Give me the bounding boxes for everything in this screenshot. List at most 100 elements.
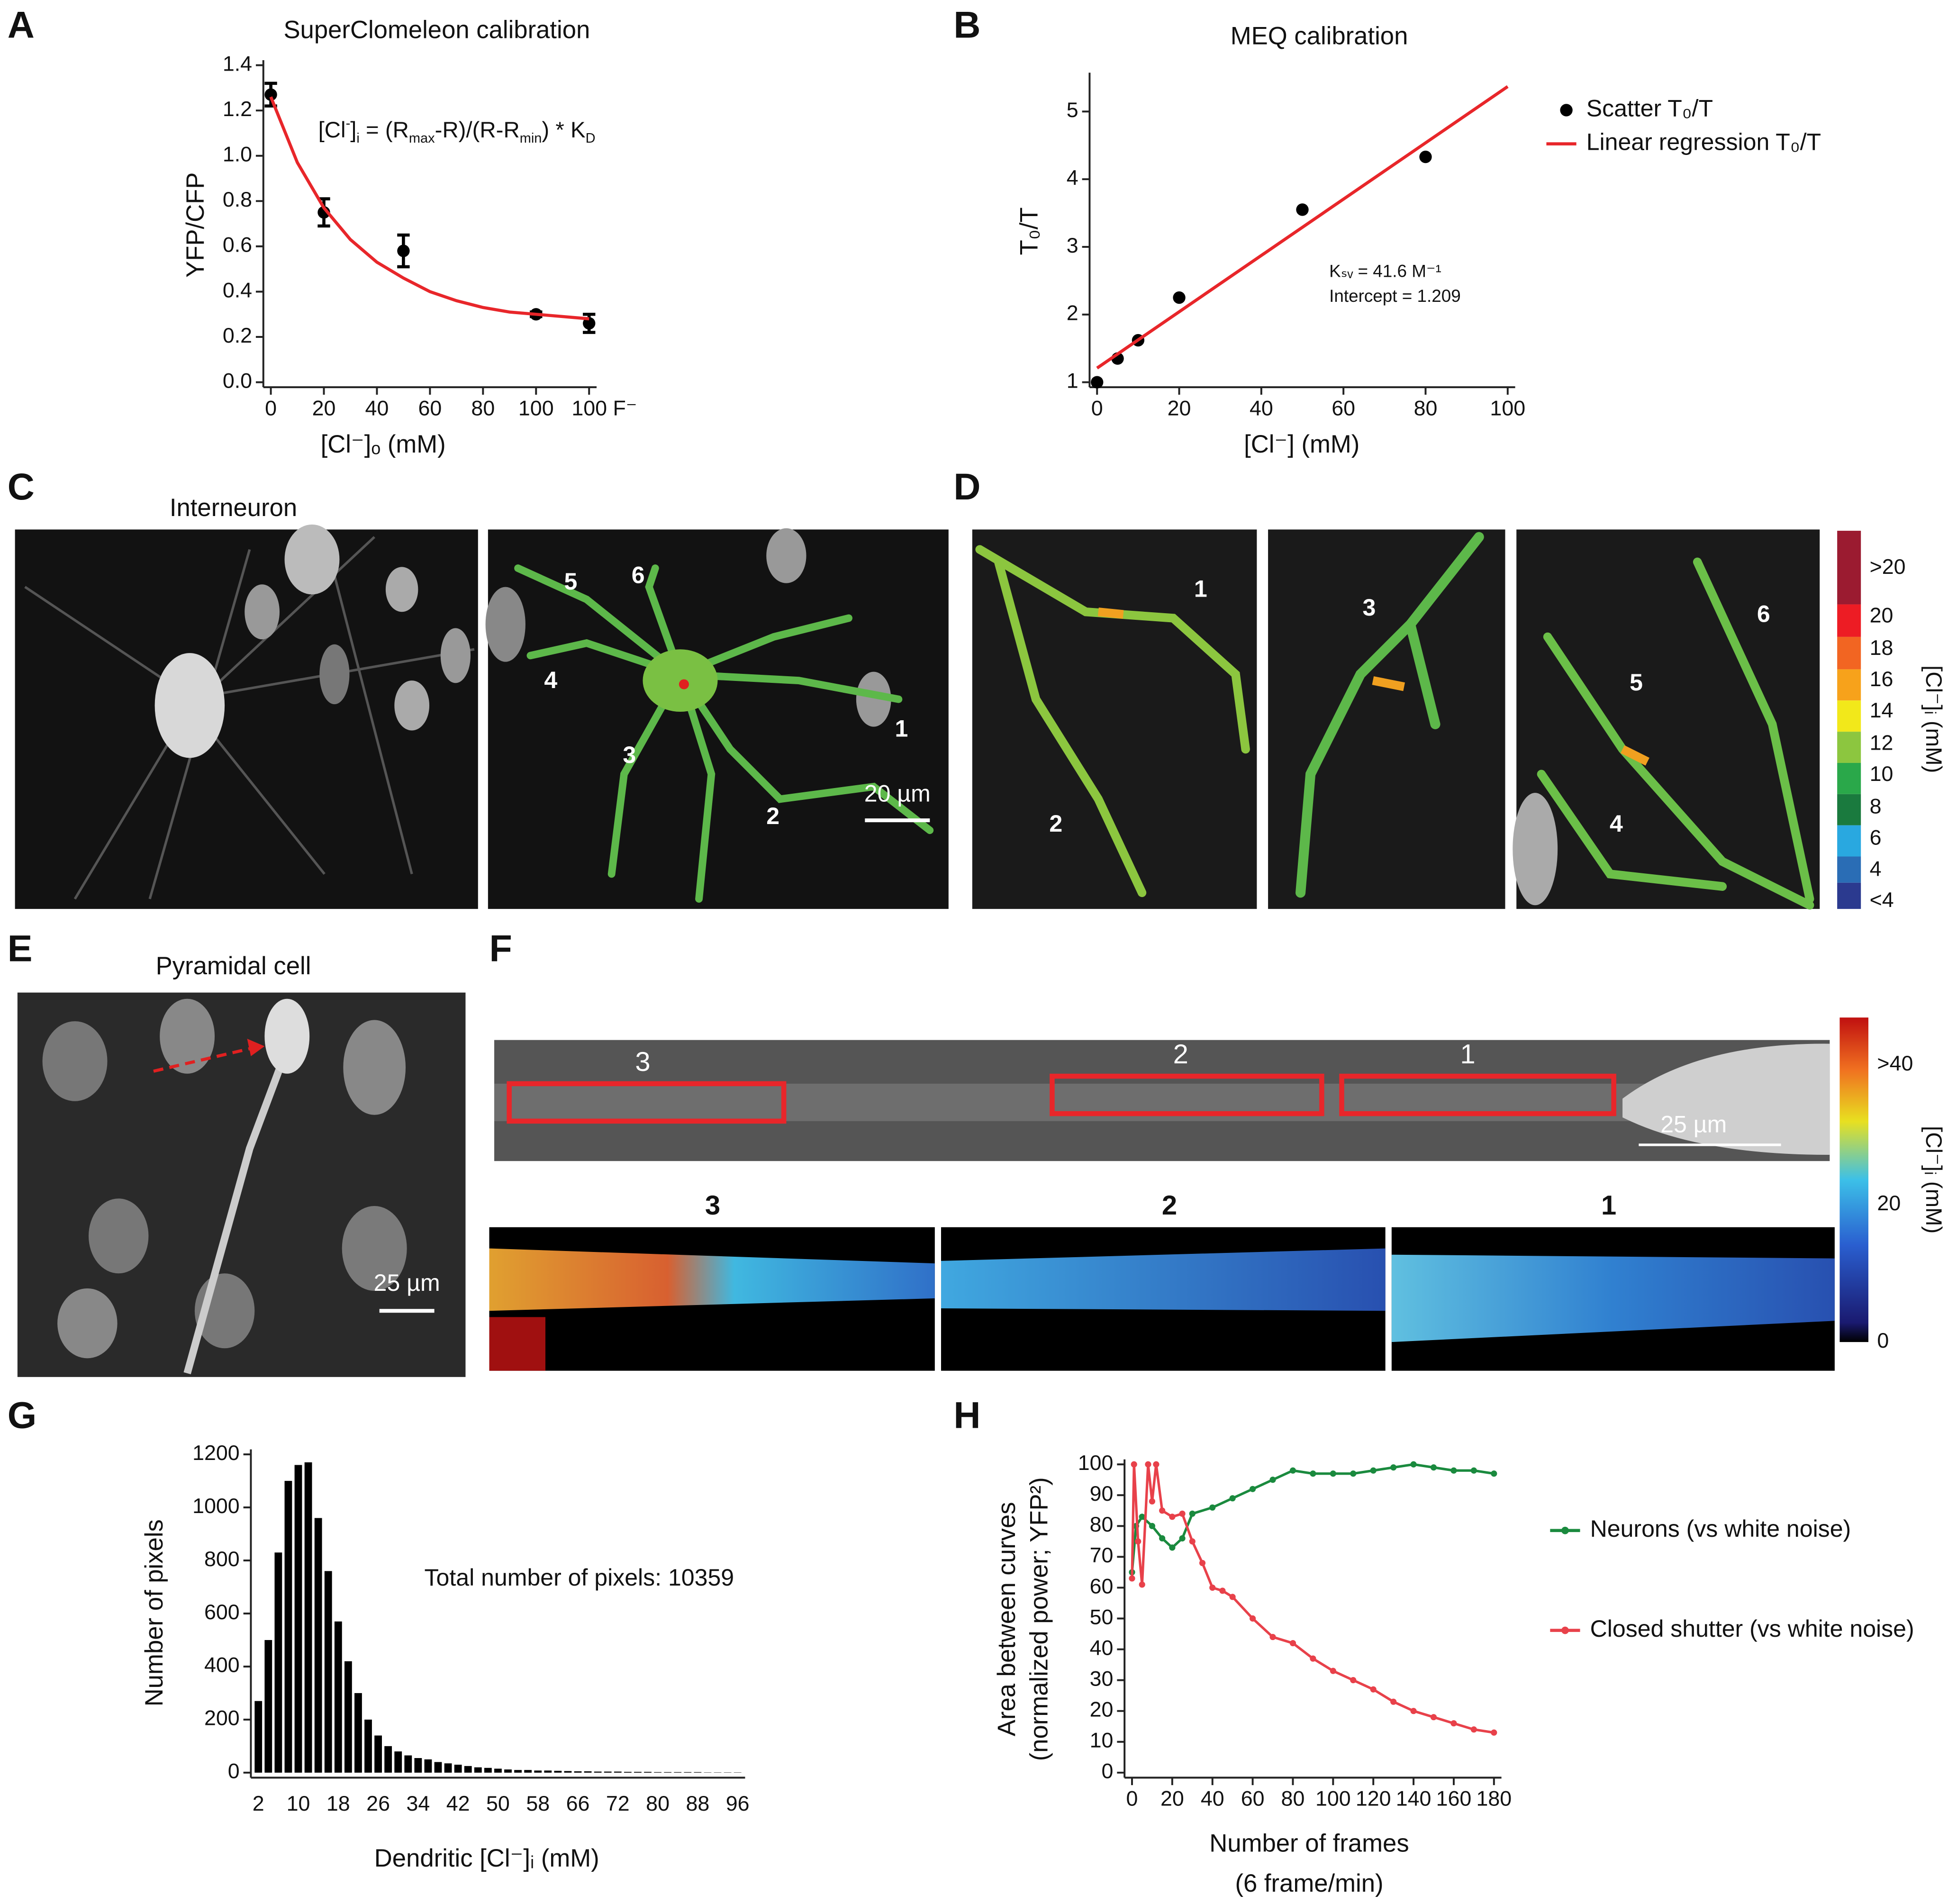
chart-title: SuperClomeleon calibration <box>283 16 590 44</box>
data-point <box>1289 1640 1296 1647</box>
soma <box>342 1206 407 1291</box>
soma <box>160 998 215 1074</box>
data-point <box>1470 1467 1477 1474</box>
colorbar-step <box>1837 794 1861 825</box>
y-tick-label: 90 <box>1090 1482 1114 1505</box>
x-tick-label: 40 <box>1250 396 1273 420</box>
x-tick-label: 18 <box>326 1792 350 1815</box>
colorbar-tick: <4 <box>1870 888 1894 912</box>
colorbar-tick: 18 <box>1870 636 1894 660</box>
bar <box>514 1770 522 1773</box>
data-point <box>1250 1486 1256 1492</box>
crop-label: 2 <box>1162 1190 1177 1221</box>
colorbar-step <box>1837 825 1861 857</box>
bar <box>314 1518 322 1773</box>
dendrite-label: 6 <box>632 562 645 589</box>
micrograph <box>17 992 466 1377</box>
roi-label: 1 <box>1460 1039 1475 1070</box>
x-tick-label: 0 <box>1126 1787 1138 1811</box>
scale-label: 25 µm <box>1660 1111 1727 1138</box>
ratio-map <box>489 1317 546 1371</box>
soma <box>440 628 471 683</box>
panel-letter: D <box>953 465 980 508</box>
x-tick-label: 100 F⁻ <box>571 396 637 420</box>
colorbar-label: [Cl⁻]ᵢ (mM) <box>1921 1126 1946 1233</box>
bar <box>504 1769 512 1773</box>
x-tick-label: 40 <box>1201 1787 1224 1811</box>
crop-label: 1 <box>1601 1190 1616 1221</box>
y-tick-label: 400 <box>204 1653 240 1677</box>
dendrite-label: 1 <box>895 716 908 742</box>
y-axis-label: T₀/T <box>1015 207 1043 255</box>
legend-label: Linear regression T₀/T <box>1586 129 1821 155</box>
eq-part: = (R <box>360 118 409 143</box>
colorbar-tick: 6 <box>1870 825 1882 849</box>
bar <box>694 1772 702 1773</box>
colorbar-tick: 8 <box>1870 795 1882 818</box>
y-tick-label: 70 <box>1090 1543 1114 1567</box>
data-point <box>1419 150 1432 163</box>
equation: [Cl-]i = (Rmax-R)/(R-Rmin) * KD <box>318 116 596 146</box>
y-tick-label: 1.4 <box>223 52 252 75</box>
bar <box>444 1763 452 1773</box>
eq-part: i <box>356 131 359 146</box>
colorbar-tick: 12 <box>1870 731 1894 754</box>
dendrite-label: 5 <box>1630 669 1643 696</box>
bar <box>664 1772 672 1773</box>
bar <box>484 1768 492 1773</box>
dendrite-label: 6 <box>1757 600 1770 627</box>
colorbar-tick: 14 <box>1870 698 1894 722</box>
micrograph <box>15 524 478 909</box>
dendrite-label: 4 <box>1610 810 1623 837</box>
micrograph <box>972 529 1820 910</box>
dendrite-label: 2 <box>766 803 779 829</box>
bar <box>634 1772 642 1773</box>
y-tick-label: 0 <box>1102 1759 1114 1783</box>
data-point <box>1370 1686 1377 1693</box>
bar <box>544 1770 552 1773</box>
roi-label: 2 <box>1173 1039 1188 1070</box>
bar <box>474 1767 482 1773</box>
soma <box>643 649 718 712</box>
bar <box>404 1755 412 1773</box>
data-point <box>1145 1461 1151 1468</box>
x-tick-label: 10 <box>287 1792 310 1815</box>
data-point <box>1310 1655 1316 1662</box>
soma <box>319 644 350 705</box>
soma <box>154 653 225 758</box>
x-tick-label: 40 <box>365 396 389 420</box>
soma <box>343 1020 406 1115</box>
legend-swatch <box>1561 1626 1569 1634</box>
y-tick-label: 4 <box>1067 166 1078 190</box>
data-point <box>1350 1470 1357 1477</box>
y-axis-label: YFP/CFP <box>181 172 209 278</box>
x-tick-label: 80 <box>646 1792 670 1815</box>
soma <box>856 671 891 727</box>
colorbar-tick: 4 <box>1870 857 1882 880</box>
data-point <box>1491 1729 1497 1736</box>
x-tick-label: 0 <box>1091 396 1103 420</box>
eq-part: - <box>346 116 351 131</box>
y-tick-label: 80 <box>1090 1513 1114 1536</box>
panel-letter: F <box>489 927 512 970</box>
hotspot <box>1097 607 1649 766</box>
x-tick-label: 50 <box>486 1792 510 1815</box>
data-point <box>1410 1461 1417 1468</box>
soma <box>1513 793 1558 906</box>
bar <box>494 1768 502 1773</box>
dendrite-label: 4 <box>544 667 557 693</box>
y-tick-label: 3 <box>1067 234 1078 257</box>
y-tick-label: 0.2 <box>223 324 252 347</box>
soma <box>57 1288 118 1359</box>
eq-part: ) * K <box>542 118 586 143</box>
y-tick-label: 0.8 <box>223 188 252 211</box>
x-tick-label: 140 <box>1396 1787 1432 1811</box>
dendrite <box>1537 557 1814 910</box>
y-axis-label: Area between curves <box>993 1502 1021 1737</box>
bar <box>654 1772 661 1773</box>
data-point <box>1289 1467 1296 1474</box>
x-tick-label: 100 <box>518 396 554 420</box>
data-point <box>1296 203 1309 216</box>
soma <box>245 584 280 640</box>
x-axis-label: Number of frames <box>1209 1829 1409 1857</box>
